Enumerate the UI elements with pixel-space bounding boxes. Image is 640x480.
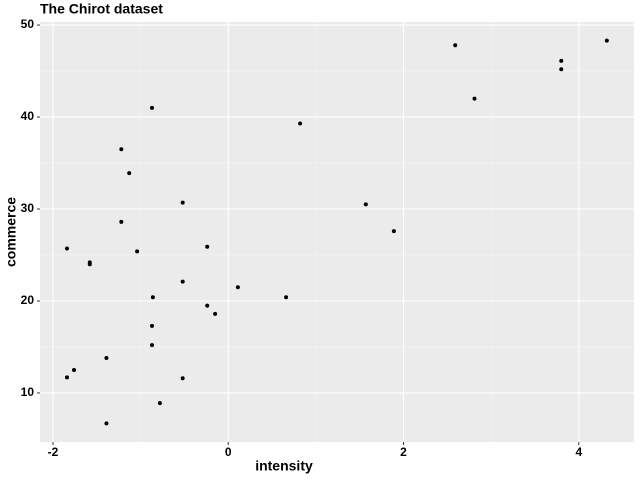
x-tick-label: -2 [48, 445, 59, 459]
point [235, 285, 240, 290]
point [135, 249, 140, 254]
point [64, 246, 69, 251]
x-tick-label: 2 [400, 445, 407, 459]
x-tick-label: 0 [225, 445, 232, 459]
point [119, 219, 124, 224]
point [149, 343, 154, 348]
point [64, 375, 69, 380]
point [104, 356, 109, 361]
point [391, 229, 396, 234]
y-tick-label: 50 [21, 17, 35, 31]
point [104, 421, 109, 426]
point [157, 401, 162, 406]
point [284, 295, 289, 300]
y-tick-label: 30 [21, 201, 35, 215]
x-tick-label: 4 [575, 445, 582, 459]
point [453, 43, 458, 48]
point [180, 279, 185, 284]
point [180, 200, 185, 205]
point [205, 244, 210, 249]
point [559, 67, 564, 72]
point [127, 171, 132, 176]
point [559, 58, 564, 63]
point [213, 311, 218, 316]
chart-title: The Chirot dataset [40, 1, 163, 17]
point [298, 121, 303, 126]
point [205, 303, 210, 308]
y-tick-label: 20 [21, 293, 35, 307]
point [87, 262, 92, 267]
point [150, 295, 155, 300]
point [363, 202, 368, 207]
point [119, 147, 124, 152]
point [472, 96, 477, 101]
point [149, 105, 154, 110]
point [149, 323, 154, 328]
point [72, 367, 77, 372]
point [604, 38, 609, 43]
y-tick-label: 10 [21, 385, 35, 399]
point [180, 376, 185, 381]
x-axis-title: intensity [255, 458, 313, 474]
y-axis-title: commerce [3, 197, 19, 267]
y-tick-label: 40 [21, 109, 35, 123]
panel [40, 22, 634, 442]
